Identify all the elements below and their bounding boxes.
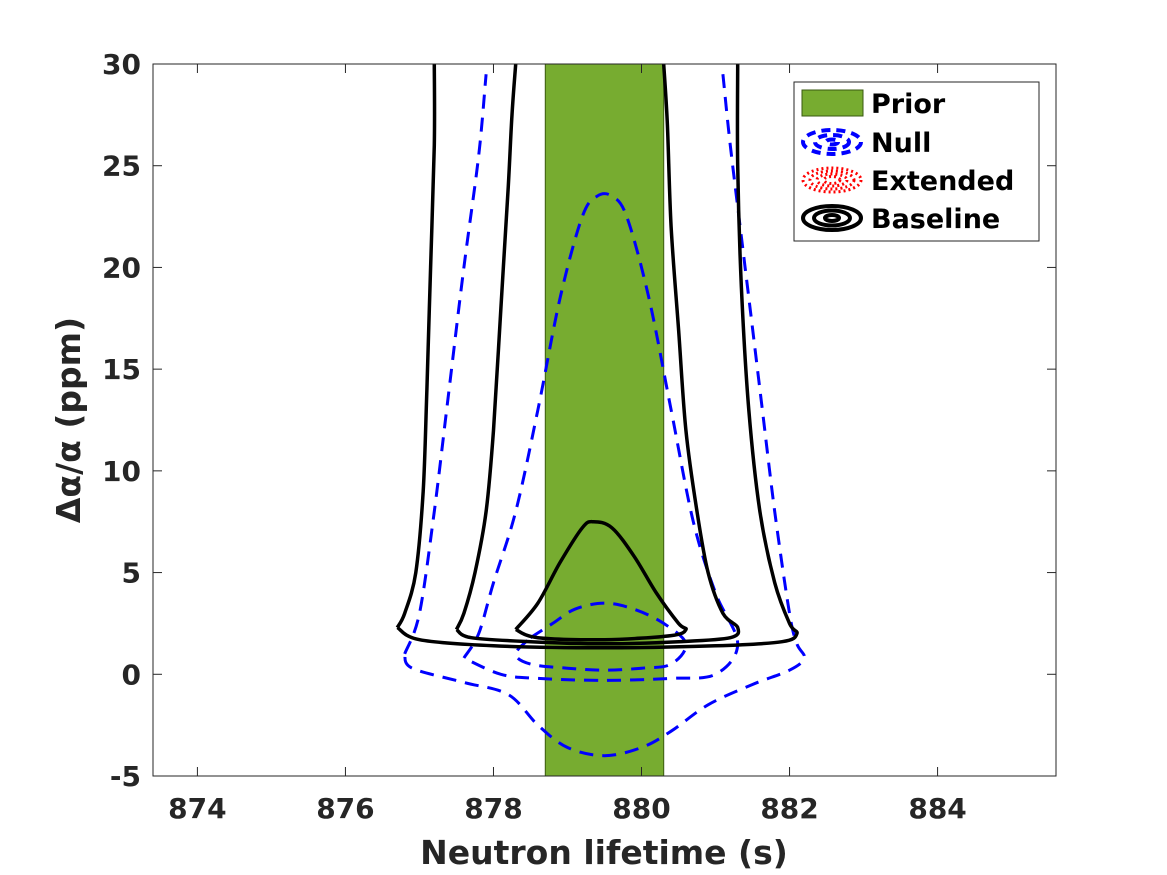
- y-axis-label: Δα/α (ppm): [49, 317, 88, 523]
- x-axis-label: Neutron lifetime (s): [420, 833, 788, 872]
- y-tick-label: 5: [122, 557, 141, 590]
- y-axis: -5 0 5 10 15 20 25 30: [102, 48, 1056, 793]
- y-tick-label: -5: [110, 760, 141, 793]
- x-axis: 874 876 878 880 882 884: [168, 64, 967, 825]
- legend-extended-label: Extended: [871, 166, 1014, 197]
- x-tick-label: 882: [760, 792, 818, 825]
- y-tick-label: 25: [102, 150, 141, 183]
- baseline-contour-3: [395, 64, 437, 629]
- x-tick-label: 884: [908, 792, 966, 825]
- baseline-contour-0: [514, 519, 688, 642]
- null-contour-3: [403, 74, 806, 758]
- prior-band-layer: [544, 64, 665, 776]
- legend-baseline-swatch: [801, 204, 863, 232]
- legend-null-label: Null: [871, 128, 931, 159]
- null-contour-0: [514, 601, 688, 672]
- prior-band: [544, 64, 665, 776]
- legend-prior-label: Prior: [871, 89, 946, 120]
- y-tick-label: 15: [102, 353, 141, 386]
- baseline-contour-2: [455, 64, 741, 646]
- legend-null-swatch: [801, 128, 863, 156]
- x-tick-label: 878: [464, 792, 522, 825]
- legend-baseline-label: Baseline: [871, 204, 1000, 235]
- legend: Prior Null Extended Baseline: [793, 81, 1040, 242]
- x-tick-label: 880: [612, 792, 670, 825]
- legend-prior-swatch: [801, 89, 864, 117]
- baseline-contour-1: [454, 64, 518, 631]
- y-tick-label: 20: [102, 251, 141, 284]
- y-tick-label: 30: [102, 48, 141, 81]
- y-tick-label: 10: [102, 455, 141, 488]
- null-contour-2: [403, 74, 488, 655]
- y-tick-label: 0: [122, 658, 141, 691]
- x-tick-label: 876: [316, 792, 374, 825]
- baseline-contour-4: [396, 64, 799, 650]
- x-tick-label: 874: [168, 792, 226, 825]
- contour-layer: [395, 64, 806, 758]
- legend-extended-swatch: [801, 166, 863, 194]
- null-contour-1: [462, 192, 740, 682]
- plot-area-frame: [152, 63, 1057, 777]
